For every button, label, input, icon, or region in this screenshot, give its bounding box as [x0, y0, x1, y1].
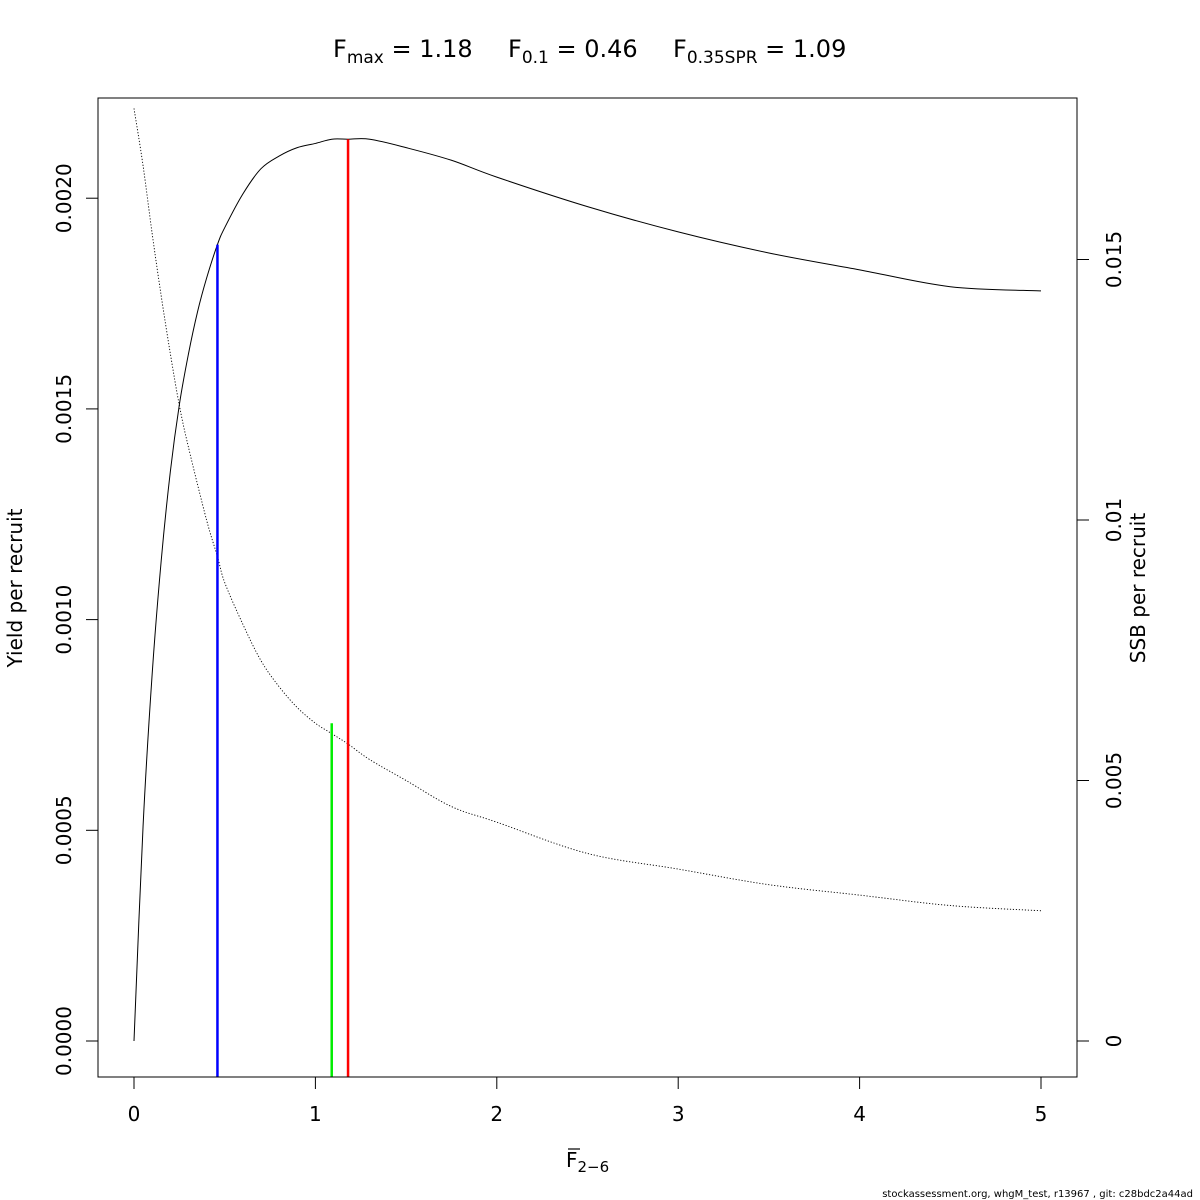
x-tick-label: 0: [128, 1102, 141, 1126]
x-tick-label: 3: [672, 1102, 685, 1126]
x-axis-title-text: F2−6: [566, 1148, 609, 1176]
y-right-tick-label: 0.01: [1102, 498, 1126, 543]
x-tick-label: 2: [490, 1102, 503, 1126]
x-axis-title: F2−6: [566, 1148, 609, 1176]
footer-credit: stockassessment.org, whgM_test, r13967 ,…: [882, 1189, 1193, 1200]
y-left-tick-label: 0.0020: [52, 163, 76, 233]
data-layer: [133, 108, 1042, 1077]
title-f035spr: F0.35SPR = 1.09: [673, 35, 846, 68]
y-left-tick-label: 0.0015: [52, 374, 76, 444]
y-left-tick-label: 0.0010: [52, 585, 76, 655]
y-axis-left-title: Yield per recruit: [3, 508, 27, 668]
y-left-tick-label: 0.0000: [52, 1006, 76, 1076]
x-tick-label: 1: [309, 1102, 322, 1126]
yield-per-recruit-curve: [133, 138, 1042, 1042]
y-axis-right: 0 0.005 0.01 0.015: [1076, 231, 1126, 1048]
y-axis-right-title: SSB per recruit: [1126, 513, 1150, 664]
plot-frame: [97, 97, 1078, 1078]
y-right-tick-label: 0.005: [1102, 752, 1126, 809]
ssb-per-recruit-curve: [133, 108, 1042, 912]
y-right-tick-label: 0: [1102, 1035, 1126, 1048]
x-tick-label: 4: [853, 1102, 866, 1126]
y-left-tick-label: 0.0005: [52, 795, 76, 865]
y-right-tick-label: 0.015: [1102, 231, 1126, 288]
y-axis-left: 0.0000 0.0005 0.0010 0.0015 0.0020: [52, 163, 99, 1076]
title-fmax: Fmax = 1.18: [333, 35, 473, 68]
title-f01: F0.1 = 0.46: [508, 35, 638, 68]
x-tick-label: 5: [1035, 1102, 1048, 1126]
x-axis: 0 1 2 3 4 5: [128, 1076, 1048, 1126]
chart-title: Fmax = 1.18 F0.1 = 0.46 F0.35SPR = 1.09: [333, 35, 846, 68]
